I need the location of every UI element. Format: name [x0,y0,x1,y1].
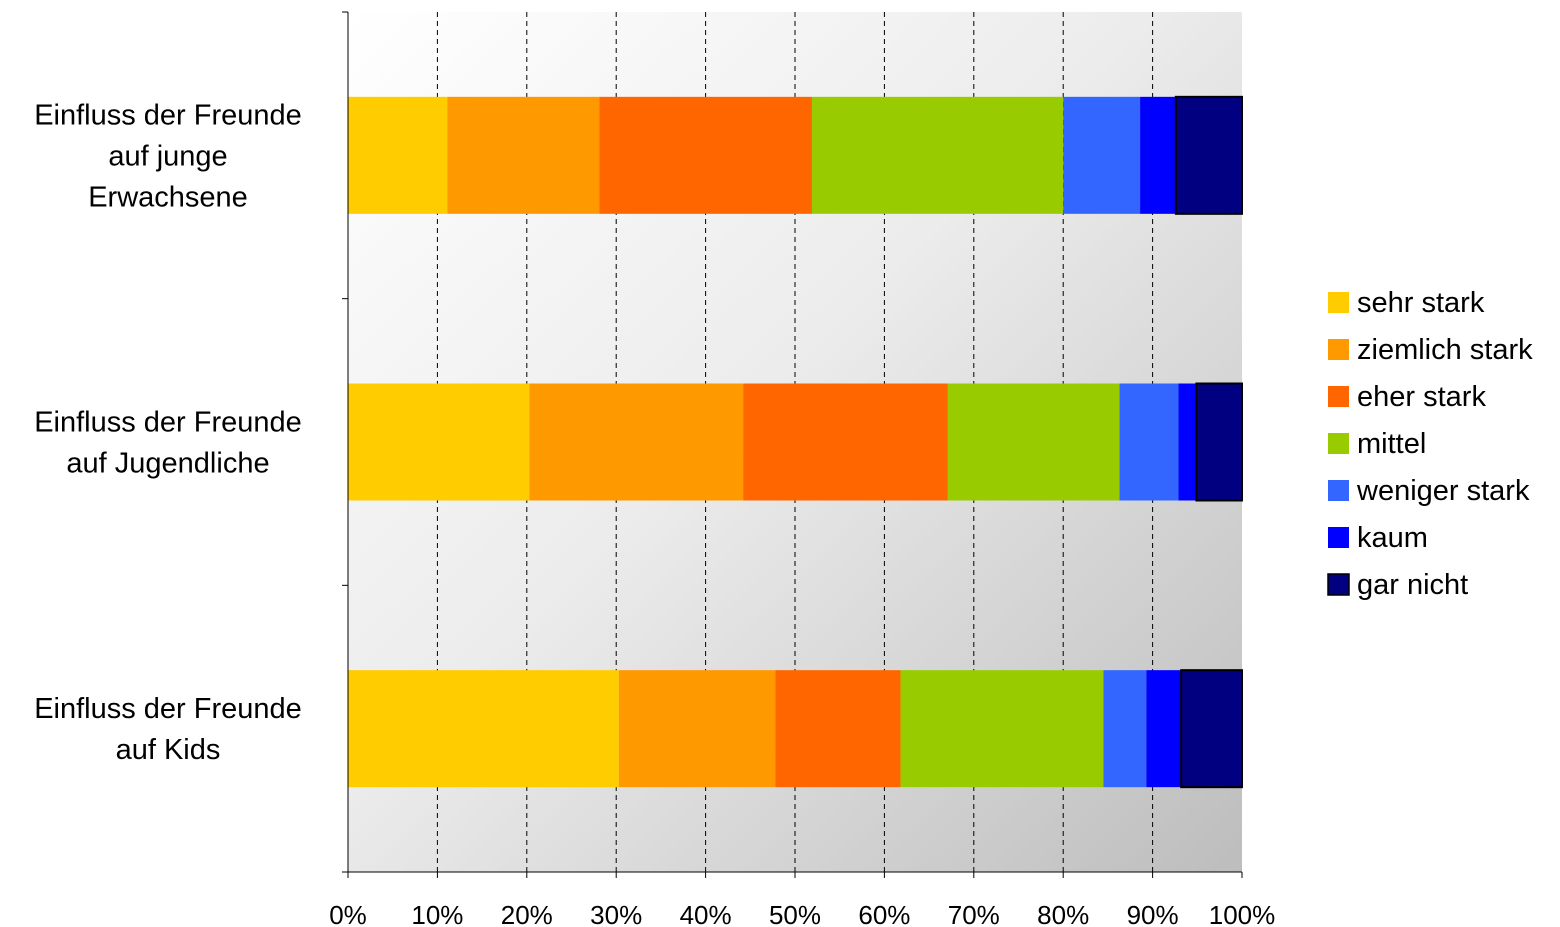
bar-segment [529,383,744,501]
x-tick-label: 20% [501,900,553,927]
legend: sehr stark ziemlich stark eher stark mittel… [1327,287,1533,601]
axes [342,11,1243,878]
bar-segment [811,96,1064,214]
bar-segment [900,670,1104,788]
legend-swatch [1328,433,1349,454]
bar-segment [1174,95,1243,215]
bar-segment [1180,669,1244,789]
bar-segment [1063,96,1141,214]
x-tick-label: 100% [1209,900,1276,927]
legend-swatch [1328,292,1349,313]
x-tick-label: 0% [329,900,367,927]
bar-segment [1103,670,1147,788]
legend-swatch [1328,527,1349,548]
bar-segment [1195,382,1244,502]
bars [348,95,1244,789]
legend-label: kaum [1357,522,1428,554]
bar-segment [1119,383,1179,501]
x-tick-label: 40% [680,900,732,927]
legend-label: ziemlich stark [1357,334,1533,366]
bar-segment [348,96,448,214]
legend-label: sehr stark [1357,287,1485,319]
x-tick-label: 80% [1037,900,1089,927]
legend-label: eher stark [1357,381,1486,413]
bar-segment [743,383,948,501]
x-tick-label: 50% [769,900,821,927]
category-label: Einfluss der Freunde auf Jugendliche [34,407,302,480]
legend-swatch [1327,573,1350,596]
bar-segment [348,670,619,788]
category-labels: Einfluss der Freunde auf junge Erwachsene E… [34,99,302,766]
bar-segment [599,96,812,214]
bar-segment [775,670,901,788]
legend-label: gar nicht [1357,569,1468,601]
x-tick-label: 60% [858,900,910,927]
bar-segment [947,383,1120,501]
x-tick-label: 10% [411,900,463,927]
legend-swatch [1328,480,1349,501]
category-label: Einfluss der Freunde auf junge Erwachsene [34,99,302,213]
bar-segment [1140,96,1176,214]
bar-segment [618,670,776,788]
legend-label: weniger stark [1356,475,1530,507]
x-tick-label: 30% [590,900,642,927]
legend-label: mittel [1357,428,1426,460]
x-tick-labels: 0% 10% 20% 30% 40% 50% 60% 70% 80% 90% 100% [329,900,1275,927]
x-tick-label: 90% [1127,900,1179,927]
legend-swatch [1328,339,1349,360]
x-tick-label: 70% [948,900,1000,927]
bar-segment [1146,670,1182,788]
legend-swatch [1328,386,1349,407]
bar-segment [447,96,600,214]
bar-segment [1178,383,1197,501]
bar-segment [348,383,530,501]
category-label: Einfluss der Freunde auf Kids [34,693,302,766]
